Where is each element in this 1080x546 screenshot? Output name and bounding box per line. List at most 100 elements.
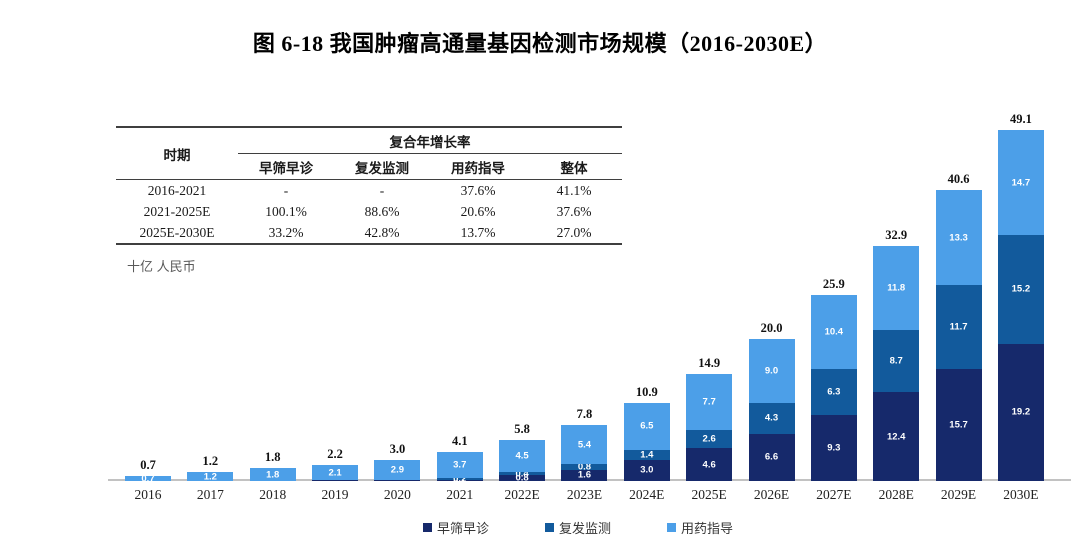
bar-segment: 10.4 — [810, 295, 857, 370]
page-title: 图 6-18 我国肿瘤高通量基因检测市场规模（2016-2030E） — [252, 31, 828, 56]
table-cell: 2016-2021 — [147, 182, 207, 198]
bar-total-label: 5.8 — [514, 422, 530, 437]
bar-total-label: 20.0 — [760, 320, 783, 335]
bar-segment-label: 1.2 — [203, 470, 217, 482]
bar-segment-label: 3.7 — [453, 459, 467, 471]
bar-segment: 2.6 — [686, 429, 733, 449]
bar-segment-label: 1.4 — [640, 448, 654, 460]
bar-segment-label: 0.7 — [141, 472, 155, 484]
bar-segment-label: 1.6 — [577, 469, 592, 481]
bar-segment: 1.8 — [249, 468, 296, 481]
bar-segment: 4.6 — [686, 448, 733, 481]
bar-segment-label: 13.3 — [949, 231, 968, 243]
bar-total-label: 10.9 — [635, 385, 658, 400]
x-axis-label: 2019 — [321, 487, 349, 502]
x-axis-label: 2029E — [940, 487, 977, 502]
table-cell: 2021-2025E — [143, 203, 211, 219]
bar-segment-label: 4.3 — [764, 412, 779, 424]
bar-total-label: 1.2 — [202, 454, 219, 469]
bar-segment-label: 0.4 — [515, 468, 529, 480]
legend-swatch-icon — [422, 523, 432, 532]
table-subheader: 整体 — [526, 153, 622, 180]
bar-total-label: 32.9 — [885, 227, 908, 242]
bar-segment: 4.5 — [499, 440, 546, 473]
bar-total-label: 49.1 — [1009, 111, 1032, 126]
table-cell: 33.2% — [268, 224, 304, 240]
table-row: 2021-2025E 100.1% 88.6% 20.6% 37.6% — [116, 201, 622, 222]
bar-segment: 8.7 — [873, 330, 920, 393]
unit-label: 十亿 人民币 — [127, 259, 196, 274]
bar-segment-label: 5.4 — [577, 438, 592, 450]
x-axis-label: 2018 — [259, 487, 287, 502]
bar-segment-label: 4.6 — [702, 458, 716, 470]
bar-segment: 0.7 — [125, 472, 171, 484]
bar-segment-label: 0.8 — [577, 460, 592, 472]
x-axis-label: 2020 — [383, 487, 411, 502]
table-cell: - — [283, 182, 289, 198]
bar-segment-label: 14.7 — [1011, 176, 1031, 188]
bar-total-label: 40.6 — [947, 172, 970, 186]
bar-segment-label: 8.7 — [889, 355, 903, 367]
bar-segment-label: 6.3 — [827, 386, 841, 398]
bar-total-label: 25.9 — [822, 277, 845, 292]
table-cell: 41.1% — [556, 182, 592, 198]
x-axis-label: 2027E — [816, 487, 852, 502]
cagr-table: 时期 复合年增长率 早筛早诊 复发监测 用药指导 整体 2016-2021 - - 37.6% 4… — [116, 126, 622, 245]
legend-item: 早筛早诊 — [422, 518, 489, 537]
table-cell: 20.6% — [460, 203, 496, 219]
x-axis-label: 2022E — [504, 487, 540, 502]
bar-segment: 15.2 — [997, 235, 1044, 344]
x-axis-label: 2028E — [878, 487, 914, 502]
bar-segment-label: 7.7 — [702, 396, 716, 408]
bar-segment-label: 0.8 — [515, 472, 529, 484]
x-axis-label: 2024E — [629, 487, 665, 502]
legend-label: 早筛早诊 — [436, 521, 489, 536]
x-axis-label: 2030E — [1003, 487, 1039, 502]
bar-total-label: 7.8 — [576, 407, 593, 422]
table-row: 早筛早诊 复发监测 用药指导 整体 — [116, 153, 622, 180]
bar-segment-label: 11.8 — [887, 282, 906, 294]
bar-total-label: 3.0 — [389, 441, 406, 456]
x-axis-label: 2026E — [753, 487, 790, 502]
bar-total-label: 2.2 — [327, 447, 343, 462]
table-cell: 13.7% — [460, 224, 496, 240]
bar-segment-label: 2.1 — [328, 467, 342, 479]
legend-item: 用药指导 — [667, 518, 733, 537]
table-header-period: 时期 — [116, 127, 238, 180]
bar-total-label: 4.1 — [451, 433, 468, 448]
bar-segment: 6.6 — [748, 433, 795, 481]
x-axis-label: 2023E — [566, 487, 603, 502]
bar-segment-label: 1.8 — [266, 468, 280, 480]
bar-segment-label: 9.0 — [764, 365, 779, 377]
bar-segment-label: 9.3 — [827, 442, 841, 453]
bar-total-label: 0.7 — [140, 458, 156, 472]
table-row: 2016-2021 - - 37.6% 41.1% — [116, 180, 622, 202]
bar-segment: 19.2 — [997, 343, 1044, 481]
bar-segment: 0.4 — [499, 469, 546, 478]
bar-segment-label: 15.2 — [1011, 283, 1031, 295]
x-axis-label: 2016 — [134, 487, 162, 502]
x-axis-label: 2021 — [446, 487, 474, 502]
table-cell: 100.1% — [265, 203, 307, 219]
legend-item: 复发监测 — [544, 518, 611, 537]
bar-segment — [312, 480, 359, 481]
bar-segment: 13.3 — [935, 190, 982, 286]
table-row: 2025E-2030E 33.2% 42.8% 13.7% 27.0% — [116, 222, 622, 244]
bar-segment: 2.9 — [374, 459, 421, 481]
bar-total-label: 1.8 — [264, 450, 281, 465]
bar-segment: 2.1 — [312, 465, 359, 481]
bar-segment: 0.8 — [499, 472, 546, 484]
table-subheader: 复发监测 — [334, 153, 430, 180]
bar-segment: 3.0 — [623, 459, 670, 481]
bar-segment-label: 2.9 — [390, 464, 404, 476]
cagr-table-body: 2016-2021 - - 37.6% 41.1% 2021-2025E 100.1% 88.… — [116, 180, 622, 245]
table-cell: 27.0% — [556, 224, 592, 240]
bar-segment: 3.7 — [436, 451, 483, 479]
bar-segment: 12.4 — [873, 392, 920, 481]
bar-segment-label: 15.7 — [949, 419, 968, 431]
bar-segment: 0.8 — [561, 460, 608, 472]
table-cell: 37.6% — [556, 203, 592, 219]
bar-segment-label: 4.5 — [515, 450, 529, 462]
bar-segment: 7.7 — [686, 374, 733, 430]
legend-swatch-icon — [544, 523, 554, 532]
